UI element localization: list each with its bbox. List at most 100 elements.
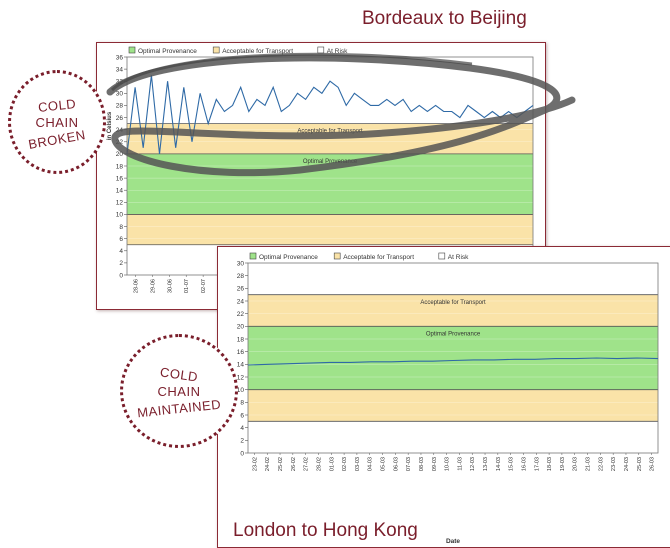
stamp-line: COLD	[37, 95, 77, 115]
y-tick-label: 10	[237, 387, 245, 394]
legend-swatch	[438, 252, 446, 260]
y-tick-label: 2	[240, 438, 244, 445]
y-tick-label: 12	[116, 200, 124, 207]
band-at-risk	[248, 263, 658, 295]
legend-swatch	[212, 46, 220, 54]
y-tick-label: 16	[116, 175, 124, 182]
x-tick-label: 28-02	[316, 457, 322, 471]
x-tick-label: 20-03	[573, 457, 579, 471]
y-tick-label: 20	[116, 151, 124, 158]
y-tick-label: 18	[116, 163, 124, 170]
y-tick-label: 6	[119, 236, 123, 243]
x-tick-label: 07-03	[406, 457, 412, 471]
legend-label: Optimal Provenance	[259, 254, 318, 261]
x-tick-label: 02-07	[201, 279, 207, 293]
x-tick-label: 21-03	[586, 457, 592, 471]
x-tick-label: 06-03	[393, 457, 399, 471]
band-acceptable-for-transport	[248, 294, 658, 327]
x-tick-label: 25-02	[278, 457, 284, 471]
y-tick-label: 4	[240, 425, 244, 432]
y-tick-label: 22	[237, 311, 245, 318]
y-axis-label: in Celsius	[107, 111, 113, 140]
stamp-line: MAINTAINED	[136, 396, 222, 420]
stamp-line: CHAIN	[35, 114, 79, 130]
x-tick-label: 17-03	[534, 457, 540, 471]
y-tick-label: 10	[116, 212, 124, 219]
y-tick-label: 32	[116, 79, 124, 86]
y-tick-label: 28	[116, 103, 124, 110]
y-tick-label: 26	[116, 115, 124, 122]
x-tick-label: 18-03	[547, 457, 553, 471]
band-at-risk	[248, 421, 658, 453]
x-tick-label: 29-06	[150, 279, 156, 293]
stamp-line: CHAIN	[157, 383, 201, 399]
legend-label: Acceptable for Transport	[343, 254, 414, 261]
x-tick-label: 23-02	[252, 457, 258, 471]
y-tick-label: 12	[237, 374, 245, 381]
y-tick-label: 20	[237, 324, 245, 331]
legend-swatch	[317, 46, 325, 54]
y-tick-label: 36	[116, 54, 124, 61]
y-tick-label: 2	[119, 260, 123, 267]
x-tick-label: 12-03	[470, 457, 476, 471]
x-tick-label: 01-03	[329, 457, 335, 471]
x-tick-label: 24-03	[624, 457, 630, 471]
y-tick-label: 24	[116, 127, 124, 134]
x-tick-label: 11-03	[457, 457, 463, 471]
x-tick-label: 30-06	[167, 279, 173, 293]
stamp-cold-chain-broken: COLD CHAIN BROKEN	[8, 70, 106, 174]
x-tick-label: 24-02	[265, 457, 271, 471]
x-tick-label: 16-03	[521, 457, 527, 471]
y-tick-label: 18	[237, 336, 245, 343]
x-tick-label: 23-03	[611, 457, 617, 471]
band-acceptable-for-transport	[248, 389, 658, 422]
x-tick-label: 02-03	[342, 457, 348, 471]
legend-label: Optimal Provenance	[138, 48, 197, 55]
y-tick-label: 14	[237, 362, 245, 369]
y-tick-label: 0	[119, 272, 123, 279]
legend-swatch	[249, 252, 257, 260]
x-tick-label: 14-03	[496, 457, 502, 471]
y-tick-label: 6	[240, 412, 244, 419]
x-tick-label: 10-03	[445, 457, 451, 471]
stamp-cold-chain-maintained: COLD CHAIN MAINTAINED	[120, 334, 238, 448]
y-tick-label: 24	[237, 298, 245, 305]
route-title-london-hongkong: London to Hong Kong	[233, 520, 418, 541]
x-tick-label: 22-03	[598, 457, 604, 471]
series-line	[247, 357, 659, 366]
x-tick-label: 03-03	[355, 457, 361, 471]
x-tick-label: 01-07	[184, 279, 190, 293]
chart-panel-london-hongkong: Optimal Provenance Acceptable for Transpo…	[217, 246, 670, 548]
y-tick-label: 0	[240, 450, 244, 457]
y-tick-label: 16	[237, 349, 245, 356]
x-tick-label: 05-03	[381, 457, 387, 471]
y-tick-label: 26	[237, 286, 245, 293]
legend-label: Acceptable for Transport	[222, 48, 293, 55]
y-tick-label: 28	[237, 273, 245, 280]
x-tick-label: 26-03	[650, 457, 656, 471]
x-tick-label: 08-03	[419, 457, 425, 471]
legend-label: At Risk	[448, 254, 469, 261]
y-tick-label: 30	[116, 91, 124, 98]
y-tick-label: 22	[116, 139, 124, 146]
band-acceptable-for-transport	[127, 214, 533, 245]
band-label: Optimal Provenance	[426, 332, 481, 338]
x-tick-label: 19-03	[560, 457, 566, 471]
y-tick-label: 34	[116, 66, 124, 73]
x-tick-label: 09-03	[432, 457, 438, 471]
y-tick-label: 14	[116, 188, 124, 195]
x-tick-label: 13-03	[483, 457, 489, 471]
x-tick-label: 25-03	[637, 457, 643, 471]
chart-london-hongkong: Optimal Provenance Acceptable for Transpo…	[237, 252, 659, 545]
legend-swatch	[128, 46, 136, 54]
y-tick-label: 4	[119, 248, 123, 255]
route-title-bordeaux-beijing: Bordeaux to Beijing	[362, 8, 527, 29]
legend-label: At Risk	[327, 48, 348, 55]
band-label: Acceptable for Transport	[420, 300, 486, 306]
y-tick-label: 8	[119, 224, 123, 231]
x-tick-label: 04-03	[368, 457, 374, 471]
x-axis-label: Date	[446, 538, 460, 545]
band-label: Optimal Provenance	[303, 159, 358, 165]
x-tick-label: 28-06	[133, 279, 139, 293]
x-tick-label: 15-03	[509, 457, 515, 471]
